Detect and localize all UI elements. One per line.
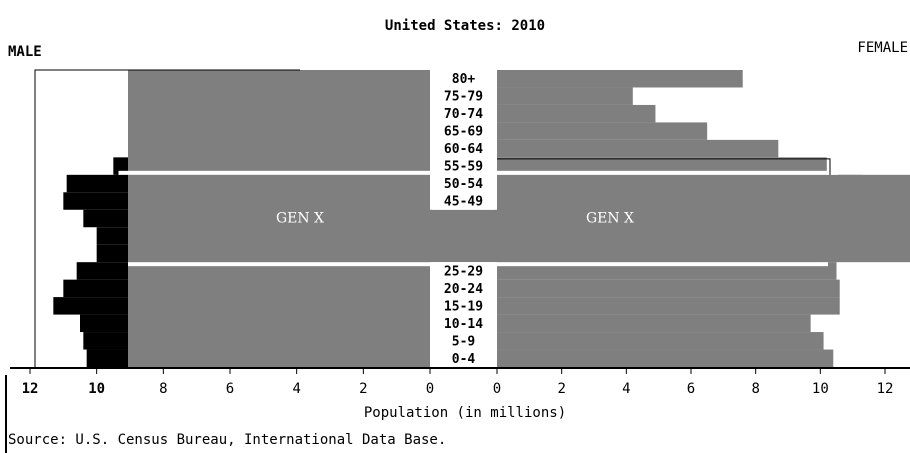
age-label: 5-9	[452, 334, 475, 349]
annotation: GEN X	[276, 211, 324, 227]
female-bar	[497, 140, 778, 157]
annotation: GEN X	[586, 211, 634, 227]
female-bar	[497, 87, 633, 104]
left-label: MALE	[8, 44, 42, 60]
age-label: 60-64	[444, 142, 483, 157]
age-label: 0-4	[452, 352, 476, 367]
x-tick-label: 10	[812, 381, 829, 397]
female-bar	[497, 280, 840, 297]
x-tick-label: 10	[88, 381, 105, 397]
x-tick-label: 0	[426, 381, 434, 397]
source-note: Source: U.S. Census Bureau, Internationa…	[8, 432, 446, 448]
age-label: 55-59	[444, 160, 483, 175]
female-bar	[497, 315, 811, 332]
age-label: 65-69	[444, 125, 483, 140]
x-tick-label: 8	[751, 381, 759, 397]
age-label: 80+	[452, 72, 476, 87]
x-tick-label: 4	[622, 381, 630, 397]
gen-x-band	[497, 175, 910, 262]
age-label: 10-14	[444, 317, 483, 332]
right-label: FEMALE	[857, 40, 908, 56]
age-label: 75-79	[444, 90, 483, 105]
female-bar	[497, 350, 833, 367]
x-tick-label: 2	[557, 381, 565, 397]
x-tick-label: 6	[687, 381, 695, 397]
x-tick-label: 4	[292, 381, 300, 397]
chart: United States: 2010 MALE FEMALE Populati…	[0, 0, 910, 453]
x-tick-label: 8	[159, 381, 167, 397]
chart-title: United States: 2010	[385, 18, 545, 34]
gen-x-band	[430, 210, 497, 262]
female-bar	[497, 332, 824, 349]
age-label: 50-54	[444, 177, 483, 192]
x-tick-label: 6	[226, 381, 234, 397]
age-label: 45-49	[444, 195, 483, 210]
x-axis-label: Population (in millions)	[364, 405, 566, 421]
female-bar	[497, 297, 840, 314]
age-label: 25-29	[444, 264, 483, 279]
x-tick-label: 12	[877, 381, 894, 397]
age-label: 20-24	[444, 282, 483, 297]
age-label: 70-74	[444, 107, 483, 122]
x-tick-label: 2	[359, 381, 367, 397]
x-tick-label: 0	[493, 381, 501, 397]
age-label: 15-19	[444, 299, 483, 314]
female-bar	[497, 122, 707, 139]
female-bar	[497, 70, 743, 87]
page: United States: 2010 MALE FEMALE Populati…	[0, 0, 910, 453]
female-bar	[497, 105, 655, 122]
x-tick-label: 12	[22, 381, 39, 397]
